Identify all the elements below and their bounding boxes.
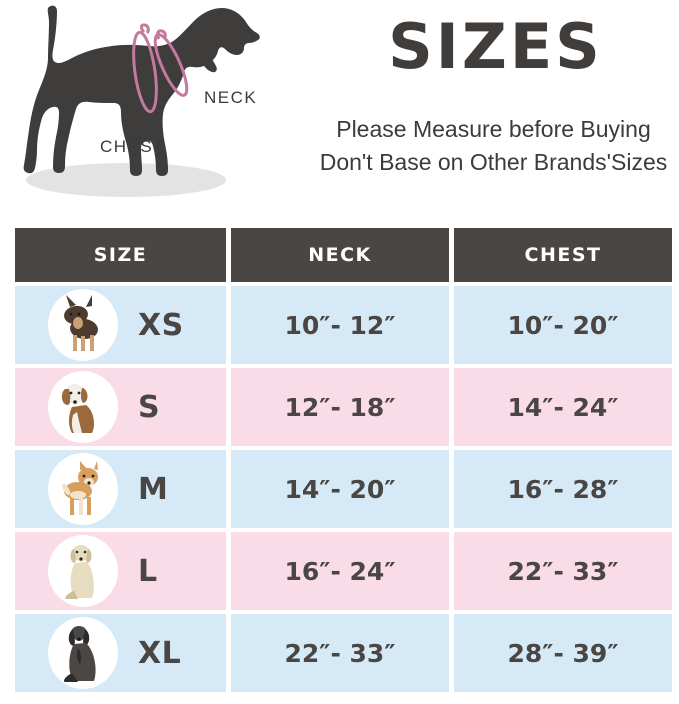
chest-tape-clip	[140, 23, 150, 35]
neck-cell: 16″- 24″	[231, 532, 449, 610]
chest-label: CHEST	[100, 137, 165, 156]
neck-value: 12″- 18″	[284, 392, 396, 422]
table-row: XL 22″- 33″ 28″- 39″	[15, 614, 672, 692]
size-label: S	[138, 389, 161, 425]
neck-value: 14″- 20″	[284, 474, 396, 504]
column-header-size: SIZE	[15, 228, 226, 282]
table-header-row: SIZE NECK CHEST	[15, 228, 672, 282]
header-section: NECK CHEST SIZES Please Measure before B…	[0, 0, 679, 225]
chest-value: 10″- 20″	[507, 310, 619, 340]
shiba-inu-photo	[48, 453, 118, 525]
column-header-neck: NECK	[231, 228, 449, 282]
chest-value: 16″- 28″	[507, 474, 619, 504]
table-row: L 16″- 24″ 22″- 33″	[15, 532, 672, 610]
neck-value: 22″- 33″	[284, 638, 396, 668]
chest-cell: 28″- 39″	[454, 614, 672, 692]
neck-value: 16″- 24″	[284, 556, 396, 586]
column-header-neck-label: NECK	[308, 244, 372, 266]
dog-ear-detail	[199, 49, 217, 73]
neck-value: 10″- 12″	[284, 310, 396, 340]
size-cell: L	[15, 532, 226, 610]
neck-cell: 14″- 20″	[231, 450, 449, 528]
dog-silhouette	[23, 5, 260, 176]
column-header-size-label: SIZE	[93, 244, 148, 266]
neck-tape-clip	[156, 29, 167, 41]
weimaraner-photo	[48, 617, 118, 689]
chest-cell: 22″- 33″	[454, 532, 672, 610]
size-cell: M	[15, 450, 226, 528]
table-row: M 14″- 20″ 16″- 28″	[15, 450, 672, 528]
chest-cell: 10″- 20″	[454, 286, 672, 364]
subtitle-line-2: Don't Base on Other Brands'Sizes	[319, 149, 668, 176]
table-row: S 12″- 18″ 14″- 24″	[15, 368, 672, 446]
dog-measurement-diagram: NECK CHEST	[8, 2, 308, 212]
title-block: SIZES Please Measure before Buying Don't…	[300, 0, 679, 205]
beagle-photo	[48, 371, 118, 443]
labrador-photo	[48, 535, 118, 607]
chihuahua-photo	[48, 289, 118, 361]
neck-cell: 12″- 18″	[231, 368, 449, 446]
column-header-chest: CHEST	[454, 228, 672, 282]
size-label: M	[138, 471, 169, 507]
dog-shadow	[26, 163, 226, 197]
subtitle-line-1: Please Measure before Buying	[336, 116, 651, 142]
chest-cell: 16″- 28″	[454, 450, 672, 528]
size-label: L	[138, 553, 158, 589]
size-label: XL	[138, 635, 182, 671]
chest-value: 14″- 24″	[507, 392, 619, 422]
chest-cell: 14″- 24″	[454, 368, 672, 446]
neck-label: NECK	[204, 88, 257, 107]
size-chart-table: SIZE NECK CHEST	[15, 228, 672, 696]
table-row: XS 10″- 12″ 10″- 20″	[15, 286, 672, 364]
column-header-chest-label: CHEST	[524, 244, 602, 266]
size-cell: XL	[15, 614, 226, 692]
neck-cell: 10″- 12″	[231, 286, 449, 364]
chest-value: 22″- 33″	[507, 556, 619, 586]
size-label: XS	[138, 307, 184, 343]
size-cell: XS	[15, 286, 226, 364]
size-cell: S	[15, 368, 226, 446]
chest-value: 28″- 39″	[507, 638, 619, 668]
chest-measure-tape	[132, 30, 158, 114]
neck-cell: 22″- 33″	[231, 614, 449, 692]
page-title: SIZES	[388, 10, 603, 83]
